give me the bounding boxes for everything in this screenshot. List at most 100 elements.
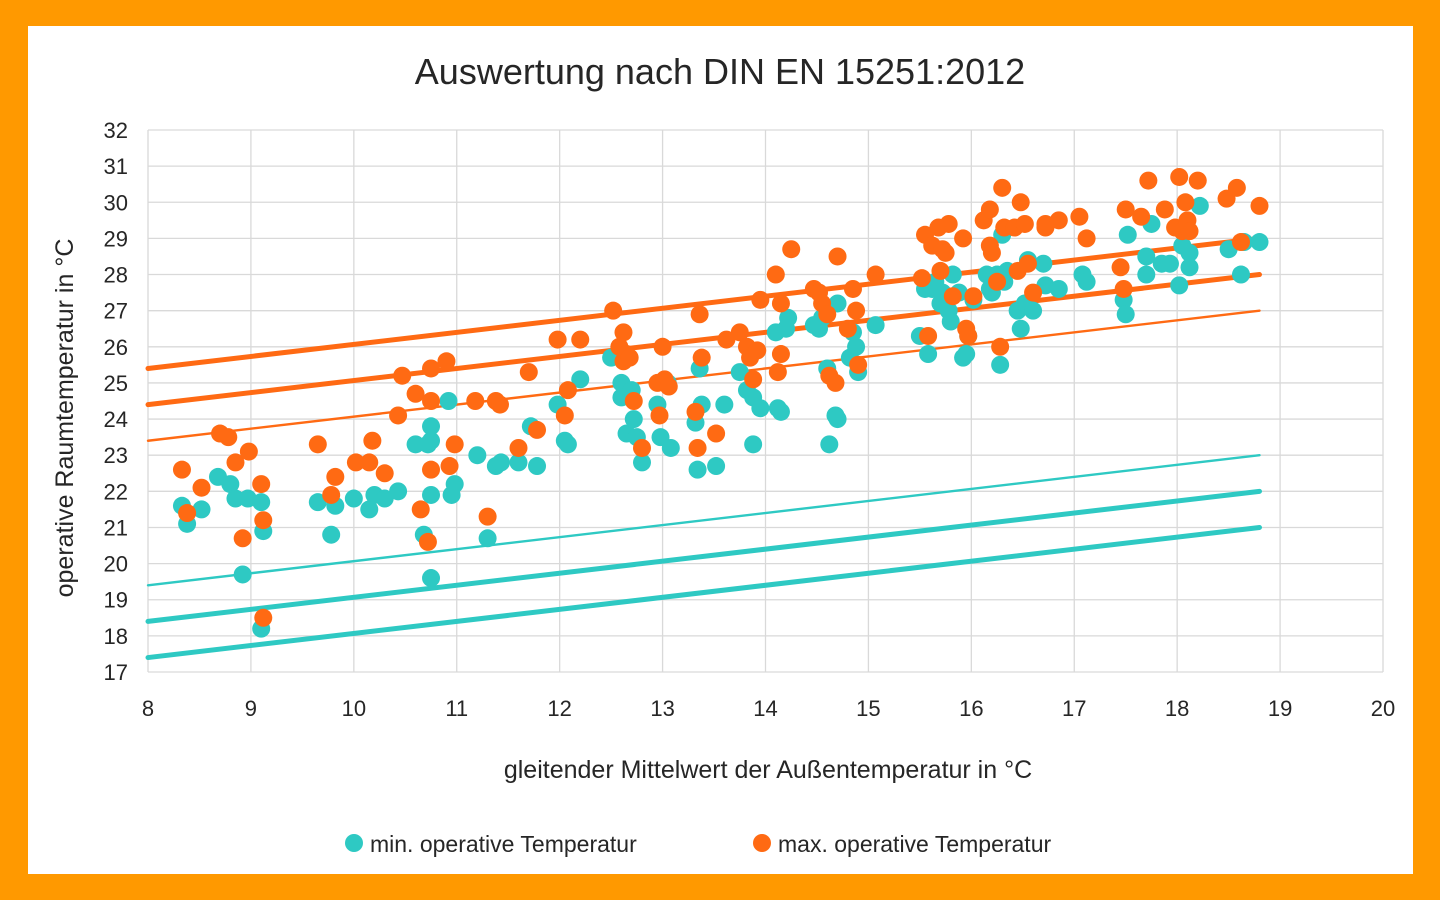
reference-line: [146, 454, 1261, 587]
chart-title: Auswertung nach DIN EN 15251:2012: [415, 51, 1025, 92]
min-temp-point: [624, 410, 643, 429]
max-temp-point: [659, 377, 678, 396]
max-temp-point: [943, 287, 962, 306]
max-temp-point: [964, 287, 983, 306]
x-axis-label: gleitender Mittelwert der Außentemperatu…: [504, 756, 1032, 784]
min-temp-point: [422, 431, 441, 450]
min-temp-point: [1160, 254, 1179, 273]
max-temp-point: [519, 363, 538, 382]
max-temp-point: [1188, 171, 1207, 190]
min-temp-point: [509, 453, 528, 472]
max-temp-point: [982, 243, 1001, 262]
max-temp-point: [707, 424, 726, 443]
min-temp-point: [558, 435, 577, 454]
y-tick-label: 22: [104, 479, 128, 504]
min-temp-point: [1250, 233, 1269, 252]
min-temp-point: [192, 500, 211, 519]
y-tick-label: 18: [104, 624, 128, 649]
max-temp-point: [363, 431, 382, 450]
max-temp-point: [614, 323, 633, 342]
min-temp-point: [1137, 247, 1156, 266]
max-temp-point: [1114, 279, 1133, 298]
max-temp-point: [782, 240, 801, 259]
legend-marker-min: [345, 834, 363, 852]
y-tick-label: 21: [104, 515, 128, 540]
max-temp-point: [548, 330, 567, 349]
max-temp-point: [1139, 171, 1158, 190]
max-temp-point: [1116, 200, 1135, 219]
max-temp-point: [178, 504, 197, 523]
min-temp-point: [1024, 301, 1043, 320]
min-temp-point: [375, 489, 394, 508]
min-temp-point: [1180, 258, 1199, 277]
max-temp-point: [692, 348, 711, 367]
x-tick-label: 20: [1371, 696, 1395, 721]
max-temp-point: [936, 243, 955, 262]
min-temp-point: [1190, 196, 1209, 215]
max-temp-point: [991, 337, 1010, 356]
x-tick-label: 14: [753, 696, 777, 721]
reference-line: [145, 524, 1262, 661]
max-temp-point: [939, 214, 958, 233]
max-temp-point: [411, 500, 430, 519]
min-temp-point: [226, 489, 245, 508]
legend-label-min: min. operative Temperatur: [370, 831, 637, 857]
x-tick-label: 16: [959, 696, 983, 721]
max-temp-point: [1170, 167, 1189, 186]
y-tick-label: 27: [104, 299, 128, 324]
max-temp-point: [252, 475, 271, 494]
min-temp-point: [633, 453, 651, 472]
max-temp-point: [1132, 207, 1151, 226]
max-temp-point: [828, 247, 847, 266]
min-temp-point: [771, 402, 790, 421]
max-temp-point: [528, 420, 547, 439]
legend: min. operative Temperatur max. operative…: [345, 831, 1051, 857]
max-temp-point: [239, 442, 258, 461]
min-temp-point: [1034, 254, 1053, 273]
max-temp-point: [422, 392, 441, 410]
min-temp-point: [688, 460, 707, 479]
max-temp-point: [254, 608, 273, 627]
max-temp-point: [389, 406, 408, 425]
min-temp-point: [1137, 265, 1156, 284]
max-temp-point: [571, 330, 590, 349]
max-temp-point: [912, 269, 931, 288]
max-temp-point: [993, 178, 1012, 197]
max-temp-point: [555, 406, 574, 425]
legend-label-max: max. operative Temperatur: [778, 831, 1051, 857]
reference-lines: [145, 235, 1262, 661]
min-temp-point: [322, 525, 341, 544]
y-tick-label: 20: [104, 552, 128, 577]
min-temp-point: [445, 475, 464, 494]
x-tick-label: 12: [547, 696, 571, 721]
max-temp-point: [847, 301, 866, 320]
max-temp-point: [633, 438, 651, 457]
max-temp-point: [650, 406, 669, 425]
max-temp-point: [1049, 211, 1068, 230]
max-temp-point: [717, 330, 736, 349]
max-temp-point: [620, 348, 639, 367]
min-temp-point: [478, 529, 497, 548]
max-temp-point: [688, 438, 707, 457]
max-temp-point: [422, 359, 441, 378]
y-tick-label: 23: [104, 443, 128, 468]
max-temp-point: [818, 305, 837, 324]
min-temp-point: [820, 435, 839, 454]
chart-panel: Auswertung nach DIN EN 15251:2012 17 18 19…: [28, 26, 1413, 874]
max-temp-point: [686, 402, 705, 421]
min-temp-point: [492, 453, 511, 472]
max-temp-point: [440, 457, 459, 476]
min-temp-point: [571, 370, 590, 389]
y-tick-label: 19: [104, 588, 128, 613]
min-temp-point: [252, 493, 271, 512]
min-temp-point: [468, 446, 487, 465]
min-temp-point: [941, 312, 960, 331]
max-temp-point: [751, 290, 770, 309]
max-temp-point: [422, 460, 441, 479]
max-temp-point: [418, 532, 437, 551]
y-tick-label: 17: [104, 660, 128, 685]
max-temp-point: [393, 366, 412, 385]
max-temp-point: [1111, 258, 1130, 277]
max-temp-point: [375, 464, 394, 483]
